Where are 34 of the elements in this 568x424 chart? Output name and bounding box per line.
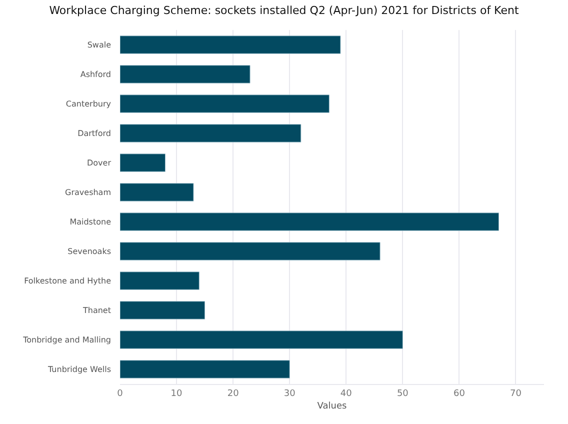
x-tick-label: 30 xyxy=(284,388,296,399)
y-tick-label: Dover xyxy=(87,158,112,168)
bar xyxy=(120,154,166,172)
bar xyxy=(120,94,330,113)
chart-title: Workplace Charging Scheme: sockets installed Q2 (Apr-Jun) 2021 for Districts of Kent xyxy=(49,4,520,18)
bar xyxy=(120,183,194,202)
y-tick-label: Swale xyxy=(87,40,112,50)
y-tick-label: Canterbury xyxy=(66,100,112,109)
y-tick-label: Sevenoaks xyxy=(68,247,111,256)
bar xyxy=(120,272,200,290)
x-tick-label: 70 xyxy=(510,388,522,399)
y-tick-label: Gravesham xyxy=(65,188,112,198)
bar xyxy=(120,124,302,142)
y-tick-label: Thanet xyxy=(82,306,111,316)
y-tick-label: Dartford xyxy=(78,129,111,138)
y-tick-label: Tunbridge Wells xyxy=(47,365,111,374)
bar xyxy=(120,65,250,84)
y-tick-label: Maidstone xyxy=(70,218,112,227)
x-tick-label: 10 xyxy=(170,388,183,399)
bar xyxy=(120,242,380,260)
bar xyxy=(120,360,290,378)
x-tick-label: 20 xyxy=(227,388,240,399)
x-axis-title: Values xyxy=(317,402,348,412)
bar xyxy=(120,36,341,54)
y-tick-label: Folkestone and Hythe xyxy=(24,276,112,286)
x-tick-label: 0 xyxy=(117,388,124,399)
y-tick-label: Tonbridge and Malling xyxy=(22,336,111,345)
bar xyxy=(120,301,206,320)
bar xyxy=(120,330,403,349)
x-tick-label: 60 xyxy=(453,388,466,399)
x-tick-label: 50 xyxy=(396,388,409,399)
bar xyxy=(120,212,500,231)
x-tick-label: 40 xyxy=(340,388,352,399)
y-tick-label: Ashford xyxy=(80,70,111,80)
